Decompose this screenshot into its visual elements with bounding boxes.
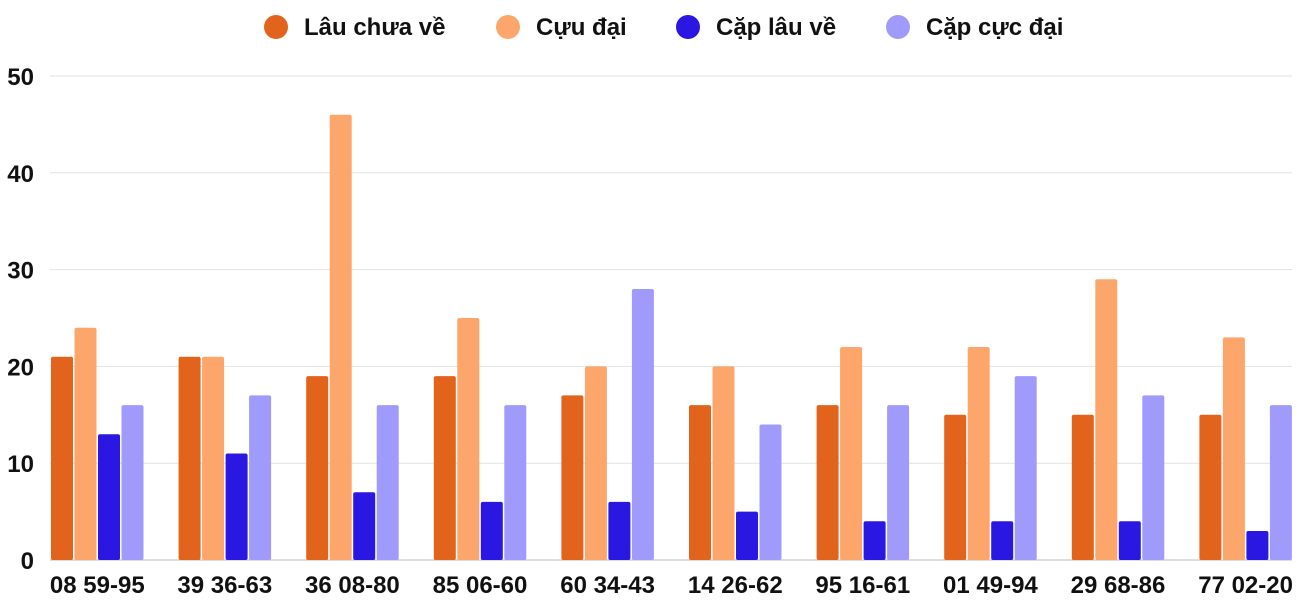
bar-1-7 [816,405,839,560]
bar-1-3 [306,376,329,560]
bar-4-9 [1142,395,1165,560]
y-tick-label: 50 [7,64,34,91]
bar-4-3 [376,405,399,560]
bar-3-10 [1246,531,1269,560]
bar-1-10 [1199,414,1222,560]
x-category-label: 39 36-63 [177,572,272,599]
x-category-label: 85 06-60 [433,572,528,599]
bar-2-2 [202,356,225,560]
x-category-label: 29 68-86 [1071,572,1166,599]
legend-label: Cựu đại [536,14,627,41]
legend-item: Cựu đại [496,14,627,41]
bar-4-1 [121,405,144,560]
legend-label: Cặp lâu về [716,14,836,41]
chart-bars [51,114,1292,560]
legend-label: Cặp cực đại [926,14,1063,41]
legend-swatch [264,15,288,39]
bar-4-6 [759,424,782,560]
bar-3-6 [736,511,758,560]
bar-2-7 [840,347,863,560]
x-category-label: 08 59-95 [50,572,145,599]
bar-1-5 [561,395,584,560]
y-tick-label: 0 [21,548,34,575]
bar-1-2 [178,356,201,560]
y-tick-label: 20 [7,354,34,381]
x-category-label: 77 02-20 [1198,572,1293,599]
y-tick-label: 10 [7,451,34,478]
bar-2-10 [1222,337,1245,560]
x-category-label: 95 16-61 [815,572,910,599]
bar-4-4 [504,405,527,560]
bar-2-9 [1095,279,1118,560]
bar-4-10 [1269,405,1292,560]
bar-1-1 [51,356,73,560]
bar-2-3 [329,114,352,560]
bar-4-5 [631,289,654,560]
legend-item: Cặp lâu về [676,14,836,41]
bar-3-9 [1118,521,1141,560]
bar-2-5 [584,366,607,560]
x-category-label: 14 26-62 [688,572,783,599]
bar-3-5 [608,501,631,560]
bar-2-1 [74,327,97,560]
bar-2-6 [712,366,735,560]
bar-2-8 [967,347,990,560]
x-category-label: 01 49-94 [943,572,1038,599]
bar-3-8 [991,521,1014,560]
bar-3-3 [353,492,376,560]
bar-3-1 [98,434,120,560]
x-category-label: 60 34-43 [560,572,655,599]
x-axis-categories: 08 59-95 39 36-63 36 08-80 85 06-60 60 34-43… [50,572,1293,599]
legend-item: Cặp cực đại [886,14,1063,41]
legend-swatch [676,15,700,39]
chart-legend: Lâu chưa về Cựu đại Cặp lâu về Cặp cực đại [264,14,1063,41]
bar-4-7 [887,405,910,560]
bar-1-8 [944,414,967,560]
legend-swatch [496,15,520,39]
legend-item: Lâu chưa về [264,14,445,41]
bar-1-6 [689,405,711,560]
legend-swatch [886,15,910,39]
bar-4-2 [249,395,272,560]
y-tick-label: 30 [7,258,34,285]
bar-3-7 [863,521,886,560]
bar-3-2 [225,453,248,560]
bar-4-8 [1014,376,1037,560]
legend-label: Lâu chưa về [304,14,445,41]
y-tick-label: 40 [7,161,34,188]
bar-3-4 [480,501,503,560]
bar-1-4 [433,376,456,560]
bar-1-9 [1071,414,1094,560]
x-category-label: 36 08-80 [305,572,400,599]
bar-2-4 [457,318,480,560]
y-axis-ticks: 0 10 20 30 40 50 [7,64,34,575]
